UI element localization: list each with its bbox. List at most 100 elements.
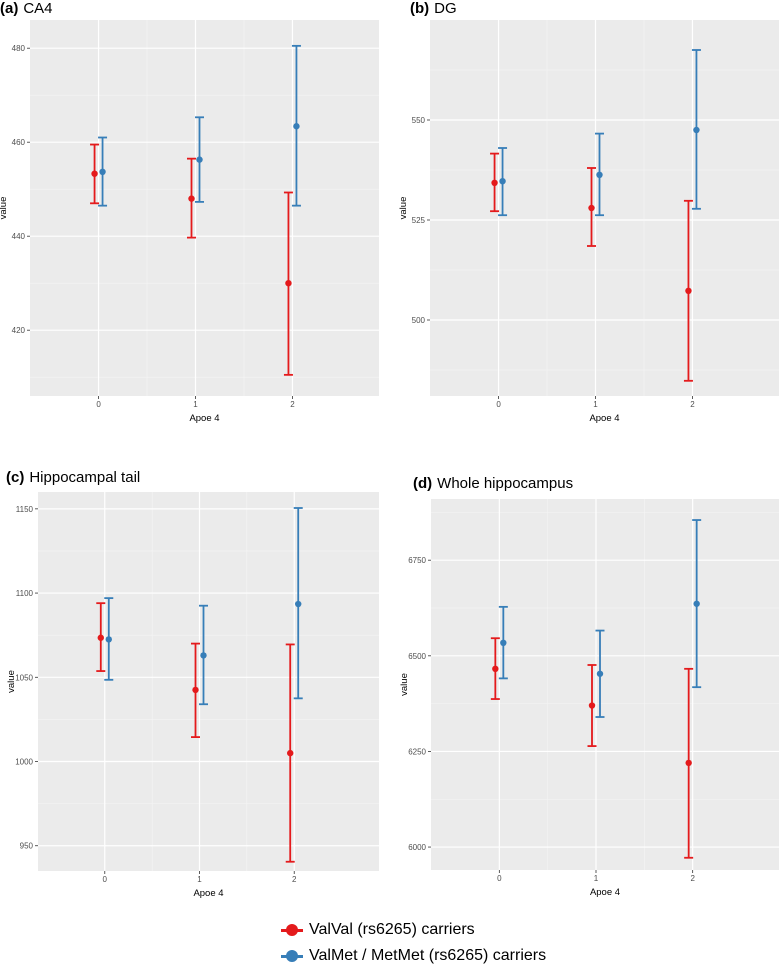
x-tick-label: 2 [690,400,695,409]
data-point-valmet-apoe1 [196,156,203,163]
data-point-valval-apoe1 [192,686,199,694]
y-tick-label: 460 [12,138,26,147]
data-point-valmet-apoe2 [693,600,700,607]
panel-tag: (d) [413,475,432,492]
panel-title-text: Whole hippocampus [437,475,573,492]
y-tick-label: 6750 [408,556,426,565]
y-tick-label: 950 [20,842,34,851]
panel-title: (c) Hippocampal tail [6,469,140,486]
errorbar-valmet-apoe1 [195,116,204,203]
errorbar-valval-apoe1 [187,157,196,239]
x-tick-label: 0 [496,400,501,409]
x-tick-label: 1 [594,874,599,883]
data-point-valval-apoe2 [287,749,294,757]
y-tick-label: 440 [12,232,26,241]
errorbar-valmet-apoe1 [595,629,605,718]
data-point-valmet-apoe0 [500,639,507,647]
panel-title: (b) DG [410,0,457,17]
errorbar-valmet-apoe0 [104,597,114,681]
y-tick-label: 1150 [16,505,34,514]
errorbar-valmet-apoe0 [498,147,508,217]
panel-background [30,20,379,396]
errorbar-valval-apoe0 [490,637,500,700]
legend-dot-valmet [286,950,298,962]
errorbar-valmet-apoe2 [293,507,303,700]
errorbar-valval-apoe0 [96,602,106,672]
panel-background [430,20,779,396]
legend-label-valval: ValVal (rs6265) carriers [309,921,475,938]
data-point-valval-apoe1 [588,204,595,212]
errorbar-valval-apoe2 [285,643,295,863]
panel-title-text: Hippocampal tail [29,469,140,486]
y-tick-label: 6500 [408,652,426,661]
y-tick-label: 1000 [15,758,33,767]
y-axis-label: value [0,197,9,220]
data-point-valval-apoe0 [91,170,98,177]
data-point-valmet-apoe0 [99,168,106,176]
legend: ValVal (rs6265) carriers ValMet / MetMet… [279,916,609,968]
errorbar-valval-apoe1 [587,664,597,747]
y-tick-label: 480 [12,44,26,53]
y-tick-label: 6000 [408,843,426,852]
errorbar-valval-apoe1 [191,642,200,738]
x-axis-label: Apoe 4 [589,413,619,424]
errorbar-valmet-apoe0 [98,136,108,207]
y-tick-label: 1050 [15,673,33,682]
errorbar-valmet-apoe2 [691,49,701,210]
panel-title-text: DG [434,0,457,17]
y-tick-label: 550 [412,116,426,125]
y-tick-label: 6250 [408,747,426,756]
errorbar-valval-apoe2 [684,667,694,859]
data-point-valmet-apoe2 [295,600,302,608]
panel-1: 420 440 460 480 0 1 2 Apoe 4 value (a) CA4 [0,0,379,424]
data-point-valmet-apoe2 [693,126,700,134]
data-point-valval-apoe2 [685,287,692,294]
y-tick-label: 1100 [16,589,34,598]
x-axis-label: Apoe 4 [590,887,620,898]
panel-title: (d) Whole hippocampus [413,475,573,492]
x-tick-label: 1 [193,400,198,409]
data-point-valmet-apoe1 [596,171,603,178]
x-tick-label: 2 [292,875,297,884]
panel-tag: (c) [6,469,24,486]
data-point-valval-apoe0 [491,179,498,186]
x-axis-label: Apoe 4 [189,413,219,424]
data-point-valval-apoe1 [588,702,596,709]
y-tick-label: 420 [12,326,26,335]
panel-title-text: CA4 [23,0,52,17]
errorbar-valmet-apoe2 [291,44,301,207]
x-tick-label: 0 [497,874,502,883]
data-point-valval-apoe2 [285,280,292,287]
data-point-valmet-apoe0 [105,636,112,643]
legend-item-valmet: ValMet / MetMet (rs6265) carriers [279,944,546,968]
x-tick-label: 1 [197,875,202,884]
x-axis-label: Apoe 4 [193,888,223,899]
errorbar-valmet-apoe1 [595,132,604,217]
legend-dot-valval [286,924,298,936]
x-tick-label: 2 [290,400,295,409]
errorbar-valval-apoe0 [90,143,100,205]
legend-label-valmet: ValMet / MetMet (rs6265) carriers [309,947,547,964]
x-tick-label: 0 [96,400,101,409]
errorbar-valval-apoe1 [587,167,596,247]
legend-item-valval: ValVal (rs6265) carriers [279,918,475,942]
data-point-valval-apoe0 [97,634,104,641]
panel-2: 500 525 550 0 1 2 Apoe 4 value (b) DG [398,0,779,424]
legend-key-valval [279,918,305,942]
errorbar-valmet-apoe1 [199,604,208,706]
data-point-valmet-apoe0 [499,178,506,185]
panel-tag: (a) [0,0,18,17]
data-point-valval-apoe1 [188,195,195,202]
errorbar-valval-apoe2 [683,199,693,382]
errorbar-valval-apoe2 [283,191,293,376]
y-tick-label: 525 [412,216,426,225]
panel-3: 950 1000 1050 1100 1150 0 1 2 Apoe 4 value (c) Hipp… [6,469,379,899]
figure-panels: 420 440 460 480 0 1 2 Apoe 4 value (a) CA4 500 525 55… [0,0,779,899]
panel-tag: (b) [410,0,429,17]
panel-4: 6000 6250 6500 6750 0 1 2 Apoe 4 value (d) Whole h… [399,475,779,898]
data-point-valval-apoe2 [685,759,692,767]
data-point-valmet-apoe1 [596,670,604,677]
errorbar-valval-apoe0 [490,152,500,213]
data-point-valmet-apoe2 [293,123,300,130]
errorbar-valmet-apoe2 [692,519,702,689]
